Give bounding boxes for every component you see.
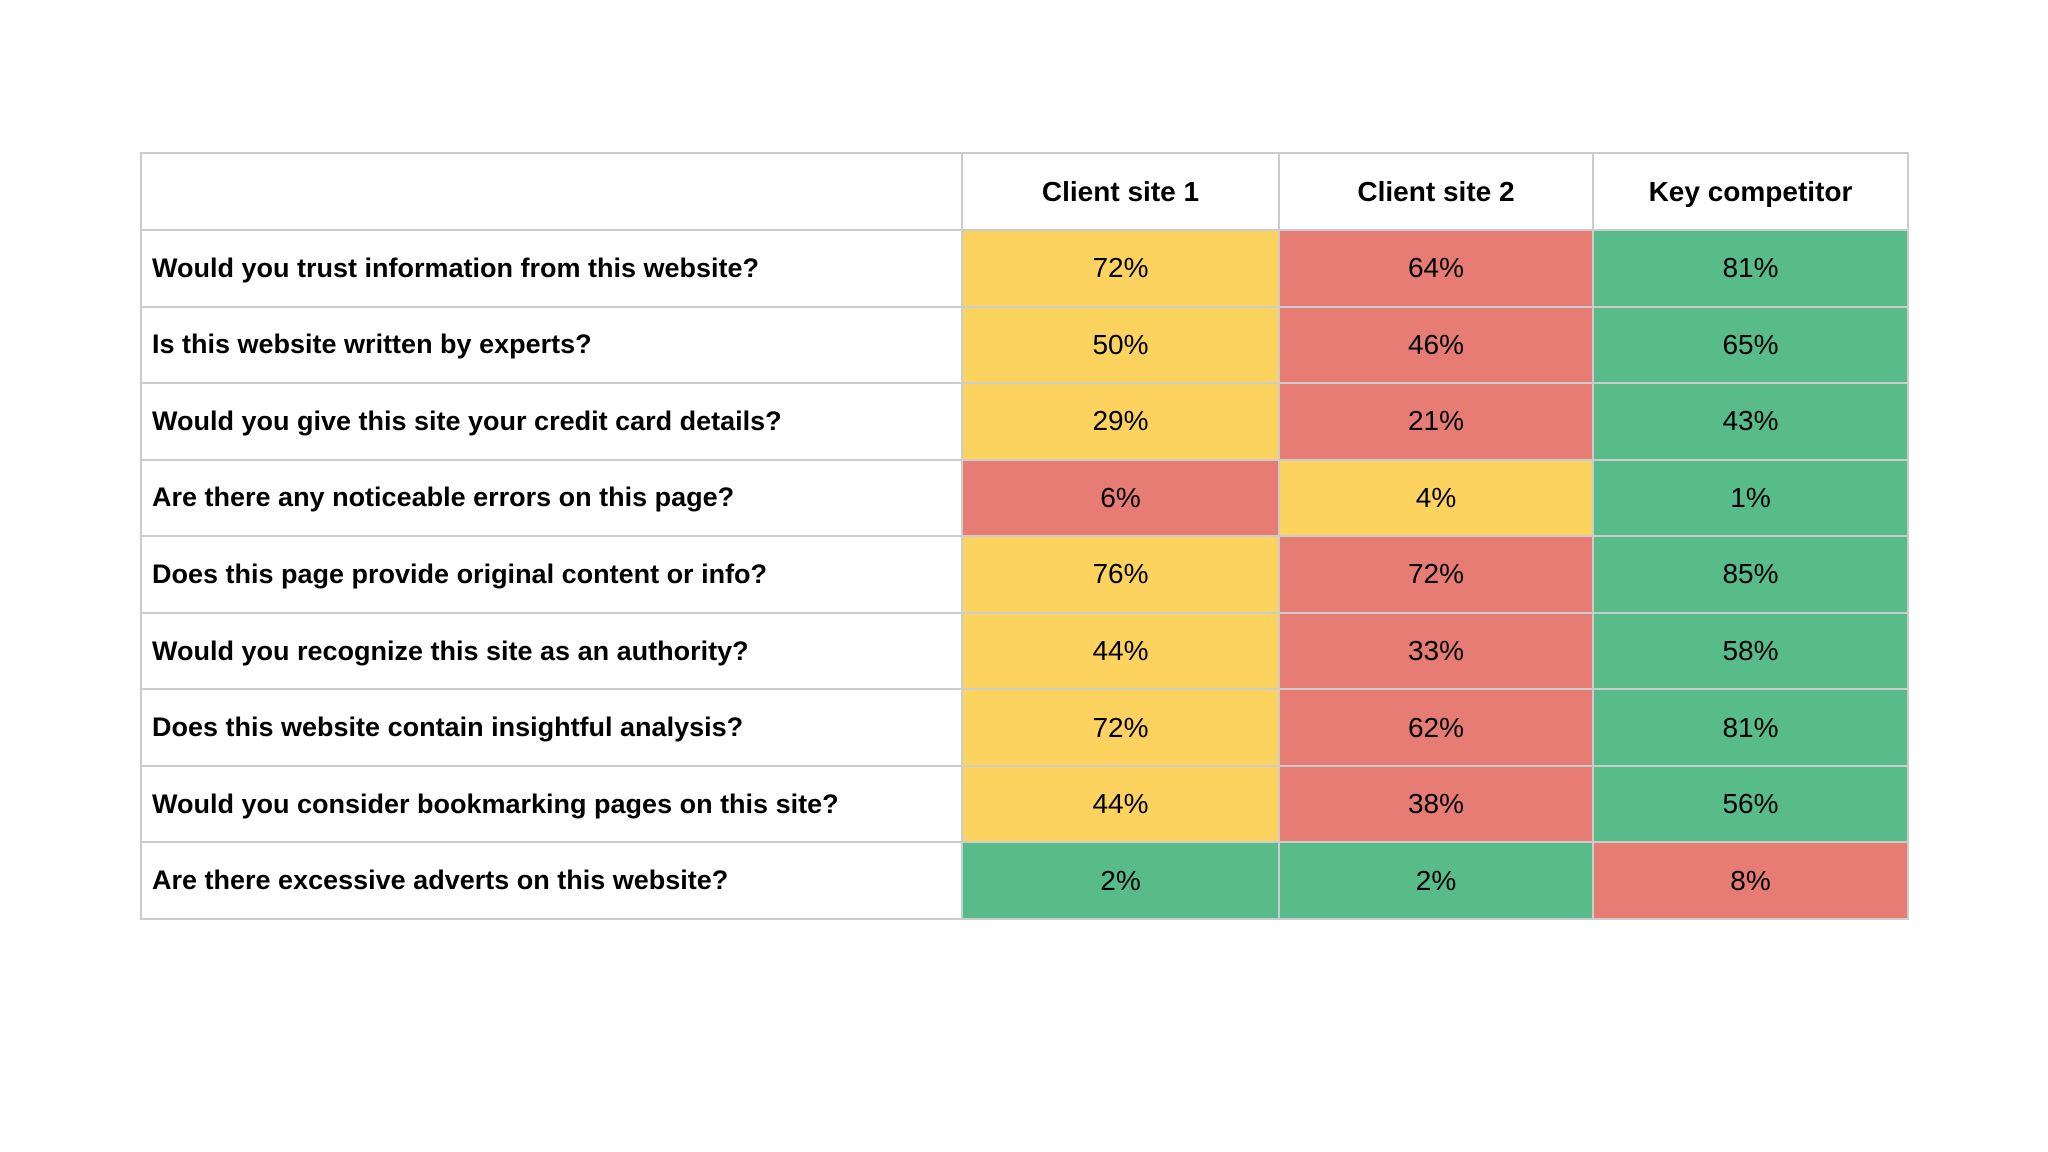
value-cell: 29% <box>961 382 1280 461</box>
value-cell: 85% <box>1592 535 1909 614</box>
value-cell: 50% <box>961 305 1280 385</box>
question-cell: Does this website contain insightful ana… <box>140 688 963 767</box>
header-cell-key-competitor: Key competitor <box>1592 152 1909 231</box>
header-cell-empty <box>140 152 963 231</box>
table-row: Are there excessive adverts on this webs… <box>140 841 1909 920</box>
question-cell: Are there any noticeable errors on this … <box>140 458 963 538</box>
value-cell: 58% <box>1592 611 1909 691</box>
value-cell: 33% <box>1278 611 1594 691</box>
comparison-table: Client site 1 Client site 2 Key competit… <box>140 152 1909 920</box>
header-row: Client site 1 Client site 2 Key competit… <box>140 152 1909 231</box>
value-cell: 21% <box>1278 382 1594 461</box>
value-cell: 72% <box>1278 535 1594 614</box>
value-cell: 8% <box>1592 841 1909 920</box>
question-cell: Would you trust information from this we… <box>140 229 963 308</box>
value-cell: 72% <box>961 229 1280 308</box>
header-cell-client-site-2: Client site 2 <box>1278 152 1594 231</box>
value-cell: 4% <box>1278 458 1594 538</box>
value-cell: 65% <box>1592 305 1909 385</box>
question-cell: Would you give this site your credit car… <box>140 382 963 461</box>
value-cell: 81% <box>1592 229 1909 308</box>
value-cell: 2% <box>961 841 1280 920</box>
value-cell: 44% <box>961 764 1280 844</box>
table-row: Would you consider bookmarking pages on … <box>140 764 1909 844</box>
value-cell: 81% <box>1592 688 1909 767</box>
value-cell: 38% <box>1278 764 1594 844</box>
table-row: Would you give this site your credit car… <box>140 382 1909 461</box>
table-row: Does this page provide original content … <box>140 535 1909 614</box>
value-cell: 76% <box>961 535 1280 614</box>
value-cell: 43% <box>1592 382 1909 461</box>
question-cell: Is this website written by experts? <box>140 305 963 385</box>
table-row: Would you recognize this site as an auth… <box>140 611 1909 691</box>
value-cell: 6% <box>961 458 1280 538</box>
value-cell: 62% <box>1278 688 1594 767</box>
table-row: Would you trust information from this we… <box>140 229 1909 308</box>
question-cell: Are there excessive adverts on this webs… <box>140 841 963 920</box>
value-cell: 2% <box>1278 841 1594 920</box>
value-cell: 1% <box>1592 458 1909 538</box>
table-row: Does this website contain insightful ana… <box>140 688 1909 767</box>
table-row: Is this website written by experts? 50% … <box>140 305 1909 385</box>
value-cell: 44% <box>961 611 1280 691</box>
value-cell: 46% <box>1278 305 1594 385</box>
question-cell: Would you consider bookmarking pages on … <box>140 764 963 844</box>
table-row: Are there any noticeable errors on this … <box>140 458 1909 538</box>
question-cell: Does this page provide original content … <box>140 535 963 614</box>
header-cell-client-site-1: Client site 1 <box>961 152 1280 231</box>
value-cell: 56% <box>1592 764 1909 844</box>
question-cell: Would you recognize this site as an auth… <box>140 611 963 691</box>
value-cell: 64% <box>1278 229 1594 308</box>
value-cell: 72% <box>961 688 1280 767</box>
